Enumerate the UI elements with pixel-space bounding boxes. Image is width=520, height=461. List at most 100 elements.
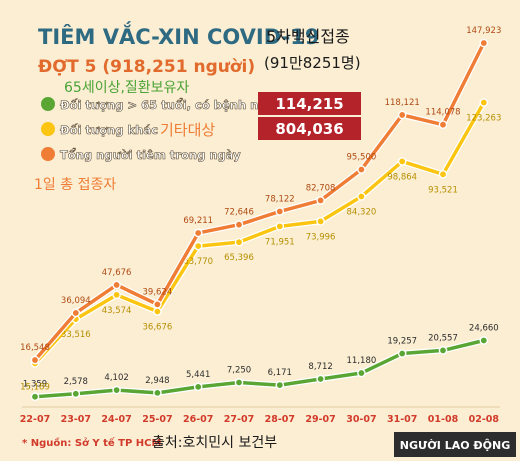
data-label: 95,500 [347, 153, 377, 163]
data-label: 84,320 [347, 208, 377, 218]
data-label: 2,578 [64, 377, 88, 387]
series-line [33, 101, 486, 365]
data-label: 147,923 [466, 26, 501, 36]
data-label: 123,263 [466, 114, 501, 124]
data-point [316, 374, 325, 384]
x-axis: 22-07 23-07 24-07 25-07 26-07 27-07 28-07 29-07… [20, 406, 500, 425]
data-point [397, 157, 407, 166]
data-label: 98,864 [387, 172, 417, 182]
series-1: 15,189 33,516 43,574 36,676 63,770 65,396 71,9… [20, 98, 501, 392]
data-point [438, 120, 448, 129]
x-tick-label: 30-07 [346, 414, 376, 425]
legend-green-ko: 65세이상,질환보유자 [64, 80, 189, 96]
legend-green-swatch [41, 97, 55, 111]
data-label: 4,102 [104, 373, 128, 383]
data-point [479, 38, 489, 48]
data-point [71, 308, 81, 318]
data-point [71, 389, 81, 399]
data-point [234, 237, 244, 247]
data-point [479, 336, 489, 345]
x-tick-label: 31-07 [387, 414, 417, 425]
data-label: 65,396 [224, 253, 254, 263]
x-tick-label: 23-07 [61, 414, 91, 425]
data-label: 69,211 [183, 216, 213, 226]
data-label: 6,171 [268, 368, 292, 378]
data-point [153, 300, 162, 309]
legend-orange-label: Tổng người tiêm trong ngày [60, 147, 241, 162]
data-label: 2,948 [145, 376, 169, 386]
data-label: 24,660 [469, 323, 499, 333]
data-point [234, 378, 244, 387]
chart-title-ko: 5차백신접종 [266, 27, 350, 46]
legend-green-total-box [258, 92, 361, 115]
data-label: 72,646 [224, 208, 254, 218]
chart-title: TIÊM VẮC-XIN COVID-19 [38, 21, 320, 49]
data-point [30, 392, 40, 402]
data-label: 36,676 [143, 322, 173, 332]
series-2: 16,548 36,094 47,676 39,624 69,211 72,646 78,1… [20, 26, 501, 365]
data-label: 1,359 [23, 380, 47, 390]
data-point [112, 290, 121, 300]
legend-yellow-total: 804,036 [275, 120, 343, 138]
legend-yellow-total-box [258, 117, 361, 140]
x-tick-label: 26-07 [183, 414, 213, 425]
data-point [357, 368, 366, 378]
data-point [193, 241, 203, 251]
data-label: 71,951 [265, 237, 295, 247]
data-point [193, 382, 203, 392]
data-point [438, 170, 448, 179]
data-point [153, 388, 162, 398]
data-point [316, 217, 325, 226]
data-label: 114,078 [425, 108, 460, 118]
data-point [30, 355, 40, 365]
x-tick-label: 28-07 [265, 414, 295, 425]
note-ko: 1일 총 접종자 [34, 177, 116, 193]
data-label: 16,548 [20, 343, 50, 353]
series-line [34, 338, 485, 399]
legend-green-total: 114,215 [275, 95, 343, 113]
brand-logo: NGƯỜI LAO ĐỘNG [400, 439, 510, 452]
data-point [438, 346, 448, 355]
x-tick-label: 02-08 [469, 414, 500, 425]
data-point [357, 165, 366, 174]
data-label: 8,712 [308, 362, 332, 372]
data-label: 20,557 [428, 333, 458, 343]
x-tick-label: 29-07 [305, 414, 335, 425]
data-label: 36,094 [61, 296, 91, 306]
legend-orange-swatch [41, 147, 55, 161]
data-point [193, 228, 203, 238]
data-label: 39,624 [143, 287, 173, 297]
data-label: 33,516 [61, 330, 91, 340]
data-label: 78,122 [265, 194, 295, 204]
data-label: 82,708 [306, 183, 336, 193]
data-point [112, 280, 121, 290]
data-label: 63,770 [183, 257, 213, 267]
series-layer: 1,359 2,578 4,102 2,948 5,441 7,250 6,171 8,712… [20, 26, 501, 402]
data-point [275, 207, 285, 216]
data-point [112, 385, 121, 395]
data-point [316, 196, 325, 205]
data-point [275, 222, 285, 231]
data-point [397, 110, 407, 120]
data-label: 5,441 [186, 370, 210, 380]
chart-subtitle-ko: (91만8251명) [264, 54, 361, 72]
data-point [153, 307, 162, 316]
legend-yellow-label: Đối tượng khác [60, 123, 158, 137]
chart-subtitle: ĐỢT 5 (918,251 người) [38, 57, 255, 77]
x-tick-label: 24-07 [101, 414, 131, 425]
series-0: 1,359 2,578 4,102 2,948 5,441 7,250 6,171 8,712… [23, 323, 499, 402]
data-point [234, 220, 244, 229]
legend-yellow-ko: 기타대상 [160, 121, 215, 139]
data-label: 43,574 [102, 306, 132, 316]
source-text-ko: 출처:호치민시 보건부 [152, 435, 277, 451]
x-tick-label: 27-07 [224, 414, 254, 425]
data-point [357, 192, 366, 201]
data-label: 19,257 [387, 337, 417, 347]
series-line [33, 42, 486, 362]
legend-green-label: Đối tượng > 65 tuổi, có bệnh nền [60, 97, 274, 112]
brand-logo-bg [394, 432, 516, 457]
legend-yellow-swatch [41, 122, 55, 136]
source-text: * Nguồn: Sở Y tế TP HCM [22, 436, 161, 449]
